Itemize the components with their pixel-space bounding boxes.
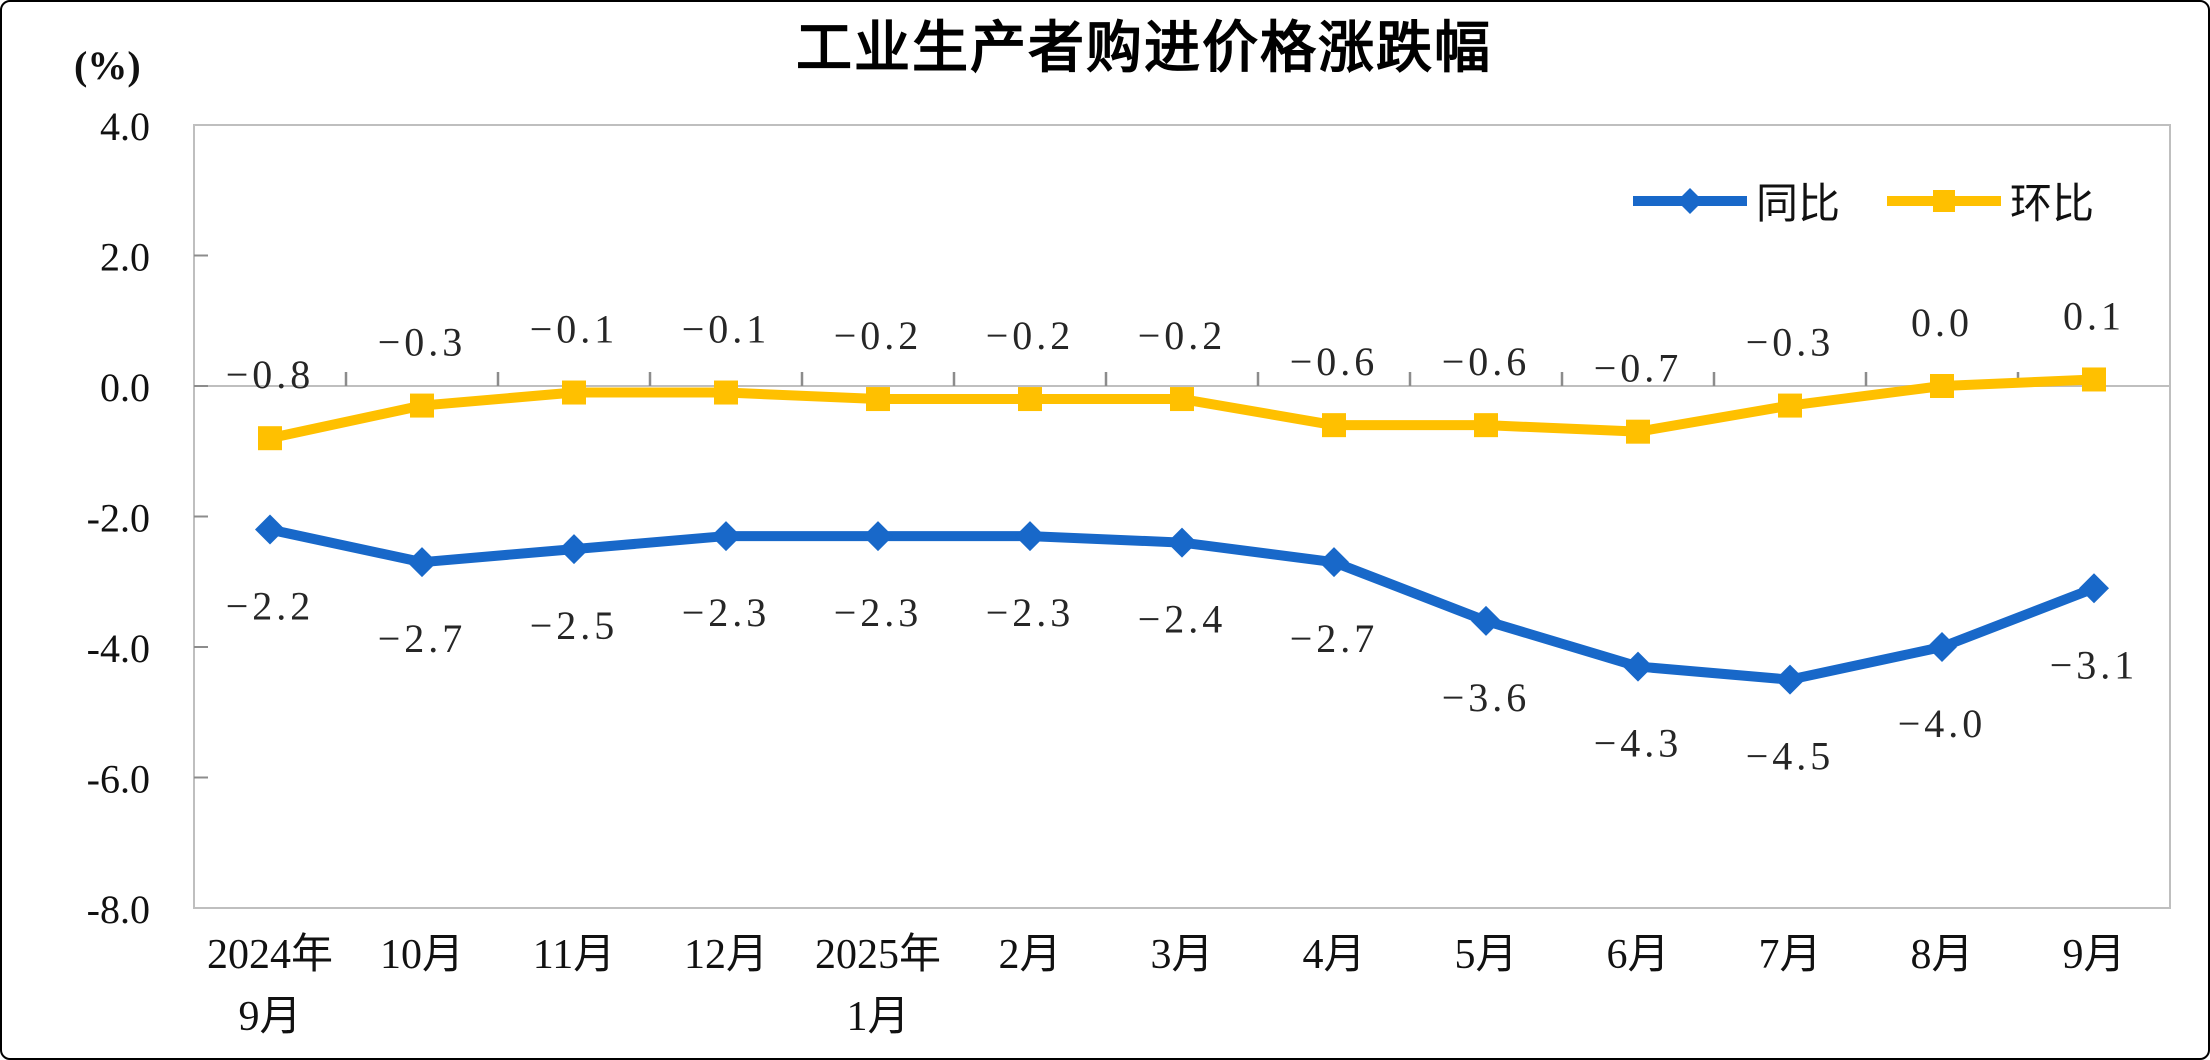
y-axis-unit-label: (%) xyxy=(74,43,141,88)
legend: 同比 环比 xyxy=(1630,170,2094,231)
y-axis-tick-label: -2.0 xyxy=(87,496,150,541)
data-point-marker xyxy=(1015,521,1045,552)
data-point-marker xyxy=(1322,413,1346,438)
plot-frame xyxy=(193,124,2171,909)
x-axis-label: 6月 xyxy=(1606,932,1669,978)
legend-label-mom: 环比 xyxy=(2010,182,2095,228)
x-axis-label: 9月 xyxy=(2062,932,2125,978)
data-point-marker xyxy=(1623,651,1653,682)
y-axis-tick-label: -4.0 xyxy=(87,626,150,671)
data-label: −2.4 xyxy=(1138,597,1227,642)
y-axis-tick-label: 0.0 xyxy=(100,365,150,410)
x-axis-label: 7月 xyxy=(1758,932,1821,978)
data-point-marker xyxy=(1018,387,1042,412)
data-label: −0.1 xyxy=(530,307,619,352)
data-point-marker xyxy=(1775,664,1805,695)
data-label: −0.3 xyxy=(1746,320,1835,365)
x-axis-label: 12月 xyxy=(684,932,768,978)
data-point-marker xyxy=(258,426,282,451)
data-point-marker xyxy=(255,514,285,545)
x-axis-label: 11月 xyxy=(533,932,615,978)
data-point-marker xyxy=(1167,527,1197,558)
chart-title: 工业生产者购进价格涨跌幅 xyxy=(796,16,1492,81)
data-label: 0.1 xyxy=(2063,293,2125,338)
data-label: −3.6 xyxy=(1442,675,1531,720)
x-axis-label: 2025年 xyxy=(815,931,941,978)
data-label: −0.7 xyxy=(1594,346,1683,391)
data-label: −4.3 xyxy=(1594,721,1683,766)
data-point-marker xyxy=(2082,367,2106,392)
data-point-marker xyxy=(1474,413,1498,438)
data-point-marker xyxy=(410,393,434,418)
data-label: −0.2 xyxy=(834,313,923,358)
data-label: 0.0 xyxy=(1911,300,1973,345)
data-label: −4.5 xyxy=(1746,734,1835,779)
data-label: −0.8 xyxy=(226,352,315,397)
data-point-marker xyxy=(1471,605,1501,636)
x-axis-label: 3月 xyxy=(1150,932,1213,978)
legend-swatch-mom-line-icon xyxy=(1887,189,2002,212)
y-axis-tick-label: -8.0 xyxy=(87,887,150,932)
data-point-marker xyxy=(562,380,586,405)
x-axis-label: 5月 xyxy=(1454,932,1517,978)
legend-label-yoy: 同比 xyxy=(1756,182,1841,228)
data-point-marker xyxy=(714,380,738,405)
data-point-marker xyxy=(866,387,890,412)
data-label: −0.6 xyxy=(1290,339,1379,384)
x-axis-label: 4月 xyxy=(1302,932,1365,978)
data-label: −4.0 xyxy=(1898,701,1987,746)
x-axis-label: 2024年 xyxy=(207,931,333,978)
data-label: −0.6 xyxy=(1442,339,1531,384)
data-label: −2.2 xyxy=(226,584,315,629)
y-axis-tick-label: -6.0 xyxy=(87,757,150,802)
data-label: −0.3 xyxy=(378,320,467,365)
y-axis-tick-label: 4.0 xyxy=(100,104,150,149)
data-label: −3.1 xyxy=(2050,642,2139,687)
y-axis-tick-label: 2.0 xyxy=(100,235,150,280)
data-point-marker xyxy=(1930,374,1954,398)
data-point-marker xyxy=(1319,547,1349,578)
data-point-marker xyxy=(863,521,893,552)
data-point-marker xyxy=(407,547,437,578)
data-label: −2.5 xyxy=(530,603,619,648)
data-point-marker xyxy=(559,534,589,565)
x-axis-label: 2月 xyxy=(998,932,1061,978)
data-label: −2.3 xyxy=(682,590,771,635)
data-label: −2.7 xyxy=(378,616,467,661)
data-point-marker xyxy=(1927,632,1957,662)
data-label: −2.3 xyxy=(986,590,1075,635)
x-axis-label: 10月 xyxy=(380,932,464,978)
legend-swatch-yoy-line-icon xyxy=(1633,187,1747,214)
legend-item-mom: 环比 xyxy=(1884,170,2094,231)
data-point-marker xyxy=(1626,419,1650,444)
x-axis-label: 1月 xyxy=(846,994,909,1040)
data-point-marker xyxy=(2079,573,2109,604)
data-label: −0.2 xyxy=(986,313,1075,358)
x-axis-label: 8月 xyxy=(1910,932,1973,978)
data-label: −2.3 xyxy=(834,590,923,635)
x-axis-label: 9月 xyxy=(238,994,301,1040)
data-label: −0.2 xyxy=(1138,313,1227,358)
data-point-marker xyxy=(711,521,741,552)
data-label: −2.7 xyxy=(1290,616,1379,661)
legend-item-yoy: 同比 xyxy=(1630,170,1840,231)
data-point-marker xyxy=(1778,393,1802,418)
data-point-marker xyxy=(1170,387,1194,412)
data-label: −0.1 xyxy=(682,307,771,352)
